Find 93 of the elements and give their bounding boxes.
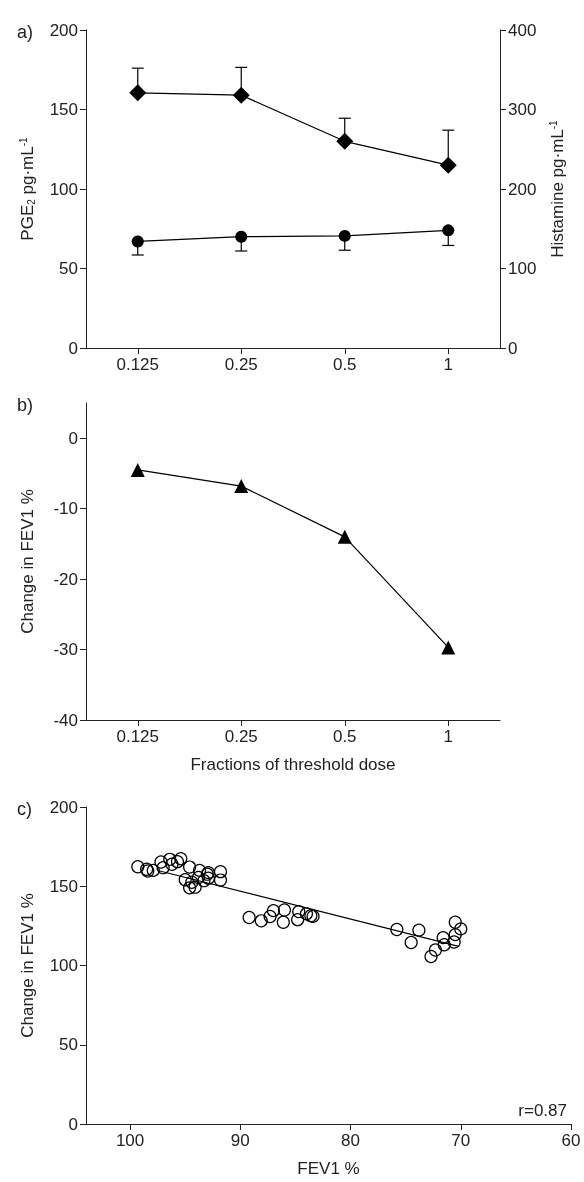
point [174,852,188,866]
point [277,903,292,917]
x-tick-label: 60 [561,1131,581,1150]
x-tick-label: 0.5 [332,727,357,746]
point [454,922,468,936]
point [213,865,228,879]
point [447,935,461,949]
x-tick-label: 0.125 [116,727,160,746]
y-tick-label: -20 [53,569,78,589]
y-tick-label: 200 [49,797,78,817]
point [412,923,426,937]
y-tick-label: 50 [59,259,78,278]
y-axis-title: Change in FEV1 % [18,893,37,1038]
point [390,922,404,937]
point [183,860,197,874]
point [336,132,354,150]
y2-axis-title: Histamine pg·mL-1 [547,119,567,258]
y-tick-label: 100 [49,179,78,199]
point [163,852,177,866]
point [442,224,455,237]
x-axis-title: FEV1 % [297,1159,360,1178]
x-axis-title: Fractions of threshold dose [190,755,396,774]
point [131,860,145,874]
chart-title: a) [17,22,34,42]
point [404,935,418,950]
x-tick-label: 1 [443,727,453,746]
x-tick-label: 90 [230,1131,250,1150]
point [156,861,170,875]
point [185,875,199,889]
y-tick-label: 50 [59,1035,78,1055]
point [338,229,351,242]
point [291,913,305,927]
point [436,931,450,945]
point [165,857,179,871]
y2-tick-label: 400 [508,20,537,40]
point [213,873,228,887]
point [439,156,457,174]
x-tick-label: 0.25 [224,727,258,746]
point [183,881,197,895]
y-tick-label: 200 [49,20,78,40]
x-tick-label: 0.25 [224,355,258,374]
point [292,905,306,919]
y2-tick-label: 300 [508,100,537,119]
y-axis-title: Change in FEV1 % [18,489,37,634]
y2-tick-label: 100 [508,259,537,278]
point [437,938,451,952]
point [263,909,277,924]
y-tick-label: 0 [68,1114,78,1134]
y-tick-label: 150 [49,100,78,119]
x-tick-label: 80 [341,1131,361,1150]
point [232,86,250,104]
point [201,871,215,885]
y-tick-label: 0 [68,428,78,448]
point [276,915,290,929]
point [131,235,144,248]
point [299,907,314,921]
point [154,855,168,869]
point [130,462,145,477]
x-tick-label: 1 [443,355,453,374]
y-tick-label: -30 [53,640,78,660]
point [170,855,185,869]
x-tick-label: 100 [115,1131,145,1150]
x-tick-label: 70 [451,1131,471,1150]
point [197,874,211,888]
y-tick-label: 100 [49,956,78,975]
chart-title: b) [17,395,34,415]
point [235,230,248,243]
point [254,914,268,928]
point [448,915,462,929]
point [441,640,456,655]
point [129,84,147,102]
y-axis-title: PGE2 pg·mL-1 [17,136,37,241]
x-tick-label: 0.125 [116,355,160,374]
y2-tick-label: 0 [508,338,518,358]
point [448,928,462,942]
x-tick-label: 0.5 [332,355,357,374]
y2-tick-label: 200 [508,179,537,199]
point [266,904,280,918]
point [428,943,443,957]
point [188,880,202,894]
y-tick-label: 150 [49,876,78,896]
point [234,479,249,494]
point [191,870,206,885]
point [178,873,192,887]
point [337,529,352,544]
point [424,949,438,964]
y-tick-label: -10 [53,499,78,519]
y-tick-label: -40 [53,710,78,730]
point [242,910,256,925]
point [192,863,207,877]
chart-title: c) [17,799,32,819]
annotation: r=0.87 [518,1101,568,1120]
y-tick-label: 0 [68,338,78,358]
